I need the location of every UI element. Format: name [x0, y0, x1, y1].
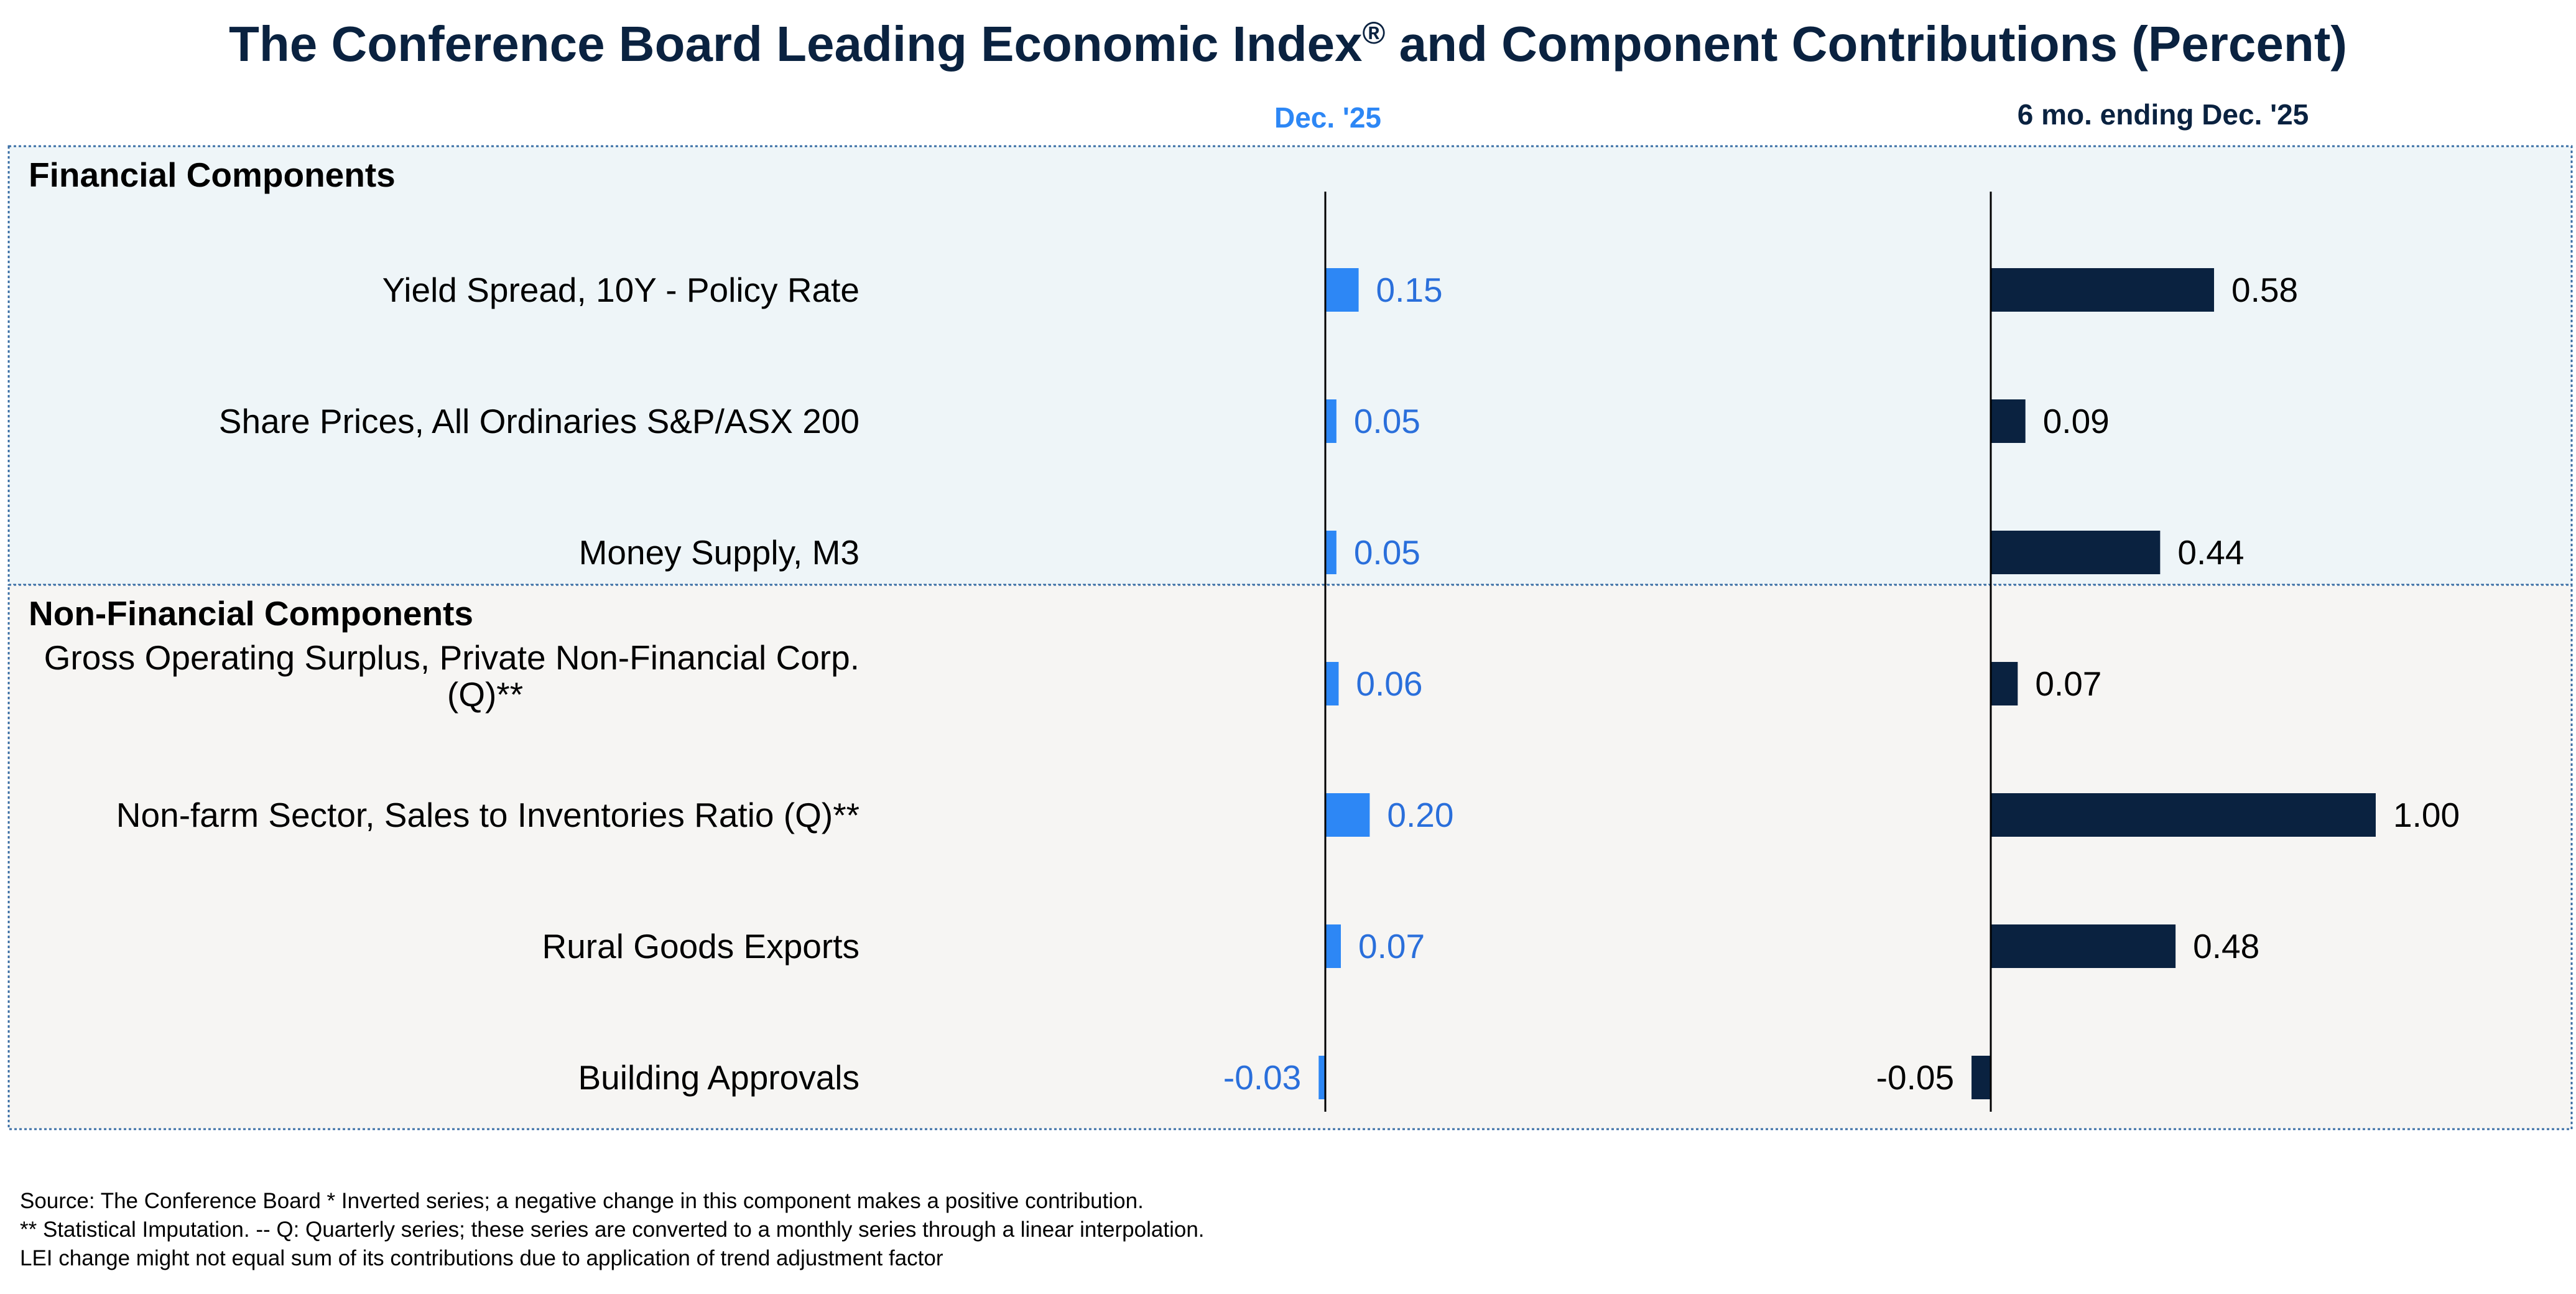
value-label-series-1: 0.05: [1354, 533, 1420, 572]
financial-panel-bg: [7, 145, 2573, 586]
value-label-series-2: 0.44: [2177, 533, 2244, 572]
group-title-non-financial: Non-Financial Components: [29, 594, 473, 633]
row-2: Share Prices, All Ordinaries S&P/ASX 200…: [219, 399, 2110, 443]
value-label-series-1: 0.15: [1376, 271, 1443, 309]
row-3: Money Supply, M3 0.05 0.44: [579, 531, 2244, 574]
bar-series-1: [1325, 793, 1370, 837]
category-label: Building Approvals: [578, 1058, 859, 1097]
category-label: Yield Spread, 10Y - Policy Rate: [382, 271, 859, 309]
non-financial-panel-bg: [7, 584, 2573, 1130]
value-label-series-1: 0.20: [1387, 796, 1453, 834]
series-header-dec-25: Dec. '25: [1274, 101, 1381, 134]
category-label: Share Prices, All Ordinaries S&P/ASX 200: [219, 402, 859, 440]
value-label-series-2: 1.00: [2393, 796, 2460, 834]
category-label: Money Supply, M3: [579, 533, 859, 572]
bar-series-2: [1991, 662, 2018, 705]
chart-title: The Conference Board Leading Economic In…: [229, 16, 2347, 72]
row-6: Rural Goods Exports 0.07 0.48: [542, 924, 2259, 968]
bar-series-2: [1971, 1056, 1991, 1099]
value-label-series-1: 0.05: [1354, 402, 1420, 440]
category-label: Gross Operating Surplus, Private Non-Fin…: [44, 638, 859, 714]
row-1: Yield Spread, 10Y - Policy Rate 0.15 0.58: [382, 268, 2298, 312]
bar-series-2: [1991, 268, 2215, 312]
chart-rows: Yield Spread, 10Y - Policy Rate 0.15 0.58 S…: [44, 268, 2460, 1099]
bar-series-1: [1325, 268, 1359, 312]
bar-series-2: [1991, 531, 2161, 574]
bar-series-2: [1991, 399, 2026, 443]
row-7: Building Approvals -0.03 -0.05: [578, 1056, 1991, 1099]
bar-series-1: [1325, 662, 1339, 705]
bar-series-1: [1318, 1056, 1325, 1099]
footnote-source: Source: The Conference Board * Inverted …: [20, 1189, 1144, 1213]
footnote-imputation: ** Statistical Imputation. -- Q: Quarter…: [20, 1217, 1205, 1242]
bar-series-1: [1325, 531, 1337, 574]
series-header-6mo-ending: 6 mo. ending Dec. '25: [2018, 98, 2309, 131]
category-label: Rural Goods Exports: [542, 927, 860, 966]
row-4: Gross Operating Surplus, Private Non-Fin…: [44, 638, 2102, 714]
value-label-series-2: 0.48: [2193, 927, 2259, 966]
bar-series-2: [1991, 793, 2376, 837]
category-label: Non-farm Sector, Sales to Inventories Ra…: [116, 796, 859, 834]
value-label-series-1: 0.06: [1356, 664, 1422, 703]
value-label-series-2: 0.58: [2231, 271, 2298, 309]
value-label-series-2: 0.07: [2035, 664, 2101, 703]
value-label-series-2: -0.05: [1876, 1058, 1954, 1097]
value-label-series-1: 0.07: [1358, 927, 1425, 966]
bar-series-1: [1325, 924, 1341, 968]
row-5: Non-farm Sector, Sales to Inventories Ra…: [116, 793, 2460, 837]
bar-series-1: [1325, 399, 1337, 443]
value-label-series-1: -0.03: [1223, 1058, 1301, 1097]
footnote-trend-adjustment: LEI change might not equal sum of its co…: [20, 1246, 943, 1270]
group-title-financial: Financial Components: [29, 156, 396, 194]
value-label-series-2: 0.09: [2043, 402, 2110, 440]
bar-series-2: [1991, 924, 2176, 968]
